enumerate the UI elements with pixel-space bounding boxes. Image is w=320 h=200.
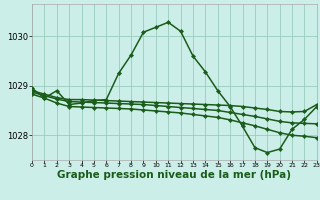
X-axis label: Graphe pression niveau de la mer (hPa): Graphe pression niveau de la mer (hPa): [57, 170, 292, 180]
